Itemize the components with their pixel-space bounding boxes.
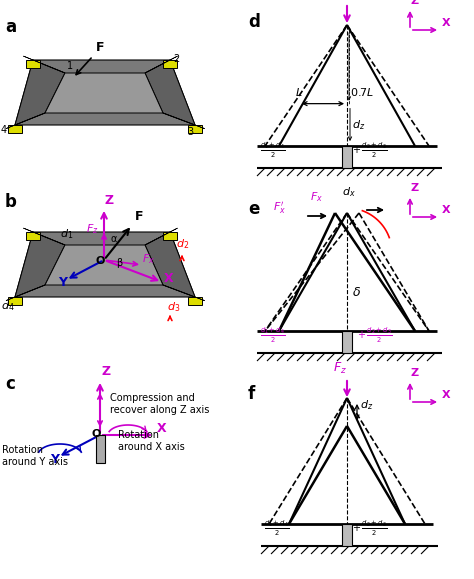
Text: b: b	[5, 193, 17, 211]
Text: Rotation
around Y axis: Rotation around Y axis	[2, 445, 68, 467]
Polygon shape	[6, 285, 45, 301]
Text: $+\,\frac{d_2+d_3}{2}$: $+\,\frac{d_2+d_3}{2}$	[357, 325, 392, 345]
Polygon shape	[145, 232, 195, 297]
Bar	[342, 524, 352, 546]
Bar	[342, 331, 352, 353]
Text: f: f	[248, 385, 255, 403]
Polygon shape	[15, 60, 65, 125]
Text: X: X	[442, 205, 451, 215]
Text: Z: Z	[105, 194, 114, 207]
Text: $d_3$: $d_3$	[167, 300, 180, 314]
Text: $\frac{d_1+d_4}{2}$: $\frac{d_1+d_4}{2}$	[260, 141, 285, 160]
Text: $F_x$: $F_x$	[310, 190, 323, 204]
Polygon shape	[188, 297, 202, 305]
Polygon shape	[163, 285, 205, 301]
Text: Y: Y	[58, 276, 67, 289]
Text: $\frac{d_1+d_4}{2}$: $\frac{d_1+d_4}{2}$	[264, 518, 290, 538]
Text: $d_x$: $d_x$	[342, 185, 356, 199]
Polygon shape	[26, 232, 40, 240]
Text: $F_z$: $F_z$	[333, 361, 347, 376]
Text: $\delta$: $\delta$	[352, 286, 361, 299]
Text: $d_4$: $d_4$	[1, 299, 15, 313]
Text: Compression and
recover along Z axis: Compression and recover along Z axis	[110, 393, 210, 415]
Text: $\mathbf{F}$: $\mathbf{F}$	[95, 41, 104, 54]
Text: Rotation
around X axis: Rotation around X axis	[118, 430, 185, 452]
Text: Y: Y	[50, 453, 59, 466]
Text: $d_z$: $d_z$	[360, 398, 373, 412]
Polygon shape	[45, 73, 163, 113]
Text: $F_z$: $F_z$	[333, 0, 347, 1]
Polygon shape	[163, 232, 177, 240]
Text: X: X	[164, 272, 173, 285]
Text: $d_2$: $d_2$	[176, 237, 189, 251]
Polygon shape	[23, 56, 65, 73]
Text: $d_1$: $d_1$	[60, 227, 73, 241]
Polygon shape	[15, 232, 65, 297]
Text: X: X	[442, 18, 451, 28]
Text: $+\,\frac{d_2+d_3}{2}$: $+\,\frac{d_2+d_3}{2}$	[352, 141, 387, 160]
Polygon shape	[6, 113, 45, 129]
Text: Z: Z	[411, 183, 419, 193]
Polygon shape	[145, 60, 195, 125]
Text: e: e	[248, 200, 259, 218]
Text: $F_x$: $F_x$	[142, 252, 155, 266]
Polygon shape	[188, 125, 202, 133]
Text: X: X	[442, 390, 451, 400]
Text: Z: Z	[102, 365, 111, 378]
Polygon shape	[15, 232, 195, 297]
Text: $\mathbf{F}$: $\mathbf{F}$	[134, 210, 144, 223]
Text: $\frac{d_1+d_4}{2}$: $\frac{d_1+d_4}{2}$	[260, 325, 285, 345]
Text: a: a	[5, 18, 16, 36]
Text: 4: 4	[1, 125, 7, 135]
Text: X: X	[157, 422, 167, 435]
Text: O: O	[96, 256, 105, 266]
Polygon shape	[23, 228, 65, 245]
Text: $F_x'$: $F_x'$	[273, 200, 286, 217]
Polygon shape	[8, 125, 22, 133]
Text: d: d	[248, 13, 260, 31]
Polygon shape	[8, 297, 22, 305]
Polygon shape	[145, 228, 177, 245]
Text: Z: Z	[411, 0, 419, 6]
Text: 0.7$L$: 0.7$L$	[350, 86, 374, 98]
Text: $d_z$: $d_z$	[352, 118, 365, 132]
Polygon shape	[145, 56, 177, 73]
Text: $+\,\frac{d_2+d_3}{2}$: $+\,\frac{d_2+d_3}{2}$	[352, 518, 387, 538]
Text: 2: 2	[173, 54, 179, 64]
Text: c: c	[5, 375, 15, 393]
Polygon shape	[163, 113, 205, 129]
Text: β: β	[116, 258, 122, 268]
Text: $F_z$: $F_z$	[86, 222, 99, 236]
Text: α: α	[111, 234, 118, 244]
Text: O: O	[92, 429, 101, 439]
Text: Z: Z	[411, 368, 419, 378]
Polygon shape	[163, 60, 177, 68]
Bar	[342, 146, 352, 168]
Text: 3: 3	[187, 127, 193, 137]
Polygon shape	[26, 60, 40, 68]
Text: 1: 1	[67, 61, 73, 71]
Text: $L$: $L$	[295, 86, 302, 98]
Polygon shape	[15, 60, 195, 125]
Bar	[96, 435, 105, 463]
Polygon shape	[45, 245, 163, 285]
